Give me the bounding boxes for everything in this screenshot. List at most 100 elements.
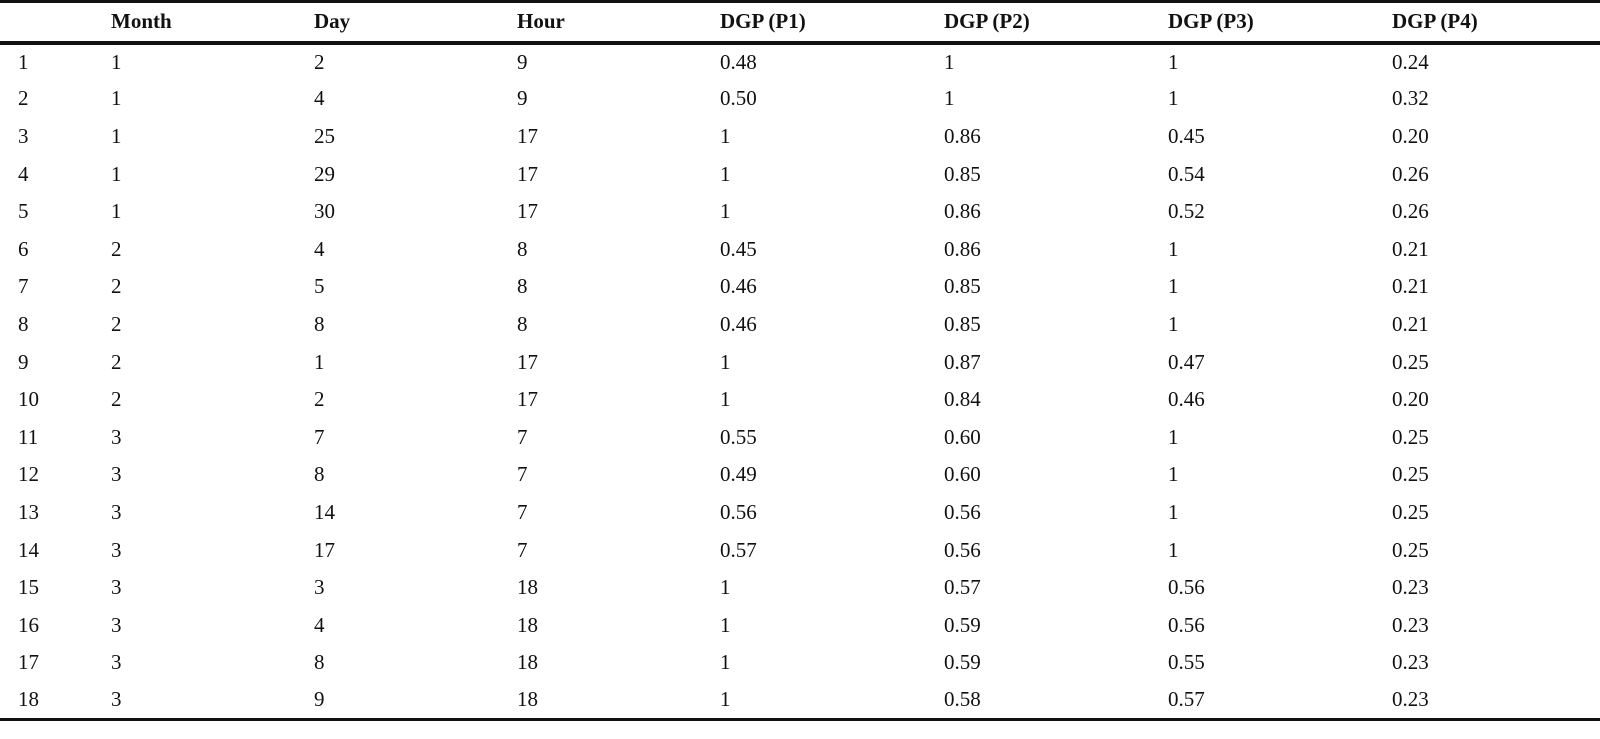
cell-day: 2 [314,49,325,74]
cell-dgp-p1: 1 [720,681,944,721]
cell-dgp-p4: 0.25 [1392,349,1429,374]
cell-hour: 18 [517,612,538,637]
table-row: 3 1 25 17 1 0.86 0.45 0.20 [0,118,1600,156]
cell-dgp-p4: 0.21 [1392,311,1429,336]
cell-dgp-p3: 1 [1168,86,1179,111]
cell-hour: 17 [517,387,538,412]
cell-day: 29 [314,161,335,186]
cell-index: 12 [18,462,39,487]
column-header-dgp-p3: DGP (P3) [1168,0,1392,45]
cell-dgp-p3: 1 [1168,424,1179,449]
cell-dgp-p2: 0.86 [944,236,981,261]
cell-month: 1 [111,49,122,74]
cell-dgp-p1: 0.49 [720,462,757,487]
table-row: 10 2 2 17 1 0.84 0.46 0.20 [0,381,1600,419]
cell-hour: 8 [517,274,528,299]
cell-index: 16 [18,612,39,637]
cell-dgp-p2: 0.56 [944,537,981,562]
table-row: 1 1 2 9 0.48 1 1 0.24 [0,43,1600,81]
column-header-month: Month [111,0,314,45]
cell-dgp-p4: 0.23 [1392,681,1600,721]
cell-dgp-p2: 0.60 [944,462,981,487]
cell-dgp-p3: 0.55 [1168,650,1205,675]
cell-hour: 18 [517,575,538,600]
cell-dgp-p1: 0.46 [720,274,757,299]
cell-dgp-p1: 1 [720,612,731,637]
table-row: 2 1 4 9 0.50 1 1 0.32 [0,80,1600,118]
cell-dgp-p2: 0.87 [944,349,981,374]
cell-month: 3 [111,537,122,562]
cell-hour: 9 [517,86,528,111]
cell-day: 5 [314,274,325,299]
cell-dgp-p3: 0.46 [1168,387,1205,412]
cell-dgp-p2: 0.60 [944,424,981,449]
cell-dgp-p2: 0.86 [944,123,981,148]
cell-month: 3 [111,612,122,637]
column-header-day: Day [314,0,517,45]
cell-day: 17 [314,537,335,562]
cell-dgp-p4: 0.23 [1392,650,1429,675]
cell-day: 2 [314,387,325,412]
cell-dgp-p4: 0.24 [1392,49,1429,74]
table-header: Month Day Hour DGP (P1) DGP (P2) DGP (P3) DGP … [0,0,1600,45]
cell-dgp-p2: 1 [944,86,955,111]
column-header-index [0,0,111,45]
cell-hour: 18 [517,681,720,721]
cell-dgp-p4: 0.25 [1392,462,1429,487]
cell-day: 8 [314,462,325,487]
cell-dgp-p2: 0.59 [944,650,981,675]
cell-dgp-p2: 0.84 [944,387,981,412]
cell-dgp-p1: 1 [720,161,731,186]
cell-dgp-p3: 0.45 [1168,123,1205,148]
cell-index: 13 [18,499,39,524]
column-header-dgp-p4: DGP (P4) [1392,0,1600,45]
cell-month: 2 [111,387,122,412]
cell-month: 2 [111,311,122,336]
cell-dgp-p1: 1 [720,575,731,600]
cell-dgp-p1: 0.50 [720,86,757,111]
column-header-dgp-p1: DGP (P1) [720,0,944,45]
cell-dgp-p3: 1 [1168,537,1179,562]
cell-dgp-p4: 0.23 [1392,612,1429,637]
table-row: 18 3 9 18 1 0.58 0.57 0.23 [0,681,1600,721]
table-row: 4 1 29 17 1 0.85 0.54 0.26 [0,155,1600,193]
table-row: 13 3 14 7 0.56 0.56 1 0.25 [0,494,1600,532]
cell-index: 17 [18,650,39,675]
cell-dgp-p3: 1 [1168,49,1179,74]
cell-dgp-p3: 0.56 [1168,612,1205,637]
cell-day: 3 [314,575,325,600]
cell-dgp-p2: 0.85 [944,311,981,336]
cell-dgp-p3: 1 [1168,462,1179,487]
cell-hour: 7 [517,537,528,562]
cell-month: 3 [111,462,122,487]
cell-day: 14 [314,499,335,524]
cell-index: 5 [18,199,29,224]
cell-month: 2 [111,349,122,374]
cell-dgp-p2: 1 [944,49,955,74]
cell-dgp-p4: 0.25 [1392,537,1429,562]
table-row: 6 2 4 8 0.45 0.86 1 0.21 [0,230,1600,268]
cell-dgp-p4: 0.25 [1392,424,1429,449]
header-row: Month Day Hour DGP (P1) DGP (P2) DGP (P3) DGP … [0,0,1600,45]
cell-dgp-p1: 0.56 [720,499,757,524]
cell-day: 25 [314,123,335,148]
cell-dgp-p4: 0.32 [1392,86,1429,111]
cell-day: 4 [314,86,325,111]
table-row: 12 3 8 7 0.49 0.60 1 0.25 [0,456,1600,494]
dgp-table: Month Day Hour DGP (P1) DGP (P2) DGP (P3) DGP … [0,0,1600,721]
cell-index: 9 [18,349,29,374]
cell-day: 9 [314,681,517,721]
cell-dgp-p4: 0.20 [1392,123,1429,148]
cell-month: 1 [111,86,122,111]
column-header-dgp-p2: DGP (P2) [944,0,1168,45]
cell-dgp-p4: 0.20 [1392,387,1429,412]
cell-day: 1 [314,349,325,374]
cell-index: 4 [18,161,29,186]
cell-dgp-p1: 1 [720,387,731,412]
cell-dgp-p3: 0.52 [1168,199,1205,224]
cell-dgp-p4: 0.23 [1392,575,1429,600]
cell-dgp-p3: 0.57 [1168,681,1392,721]
cell-hour: 7 [517,462,528,487]
cell-dgp-p4: 0.25 [1392,499,1429,524]
cell-index: 18 [0,681,111,721]
